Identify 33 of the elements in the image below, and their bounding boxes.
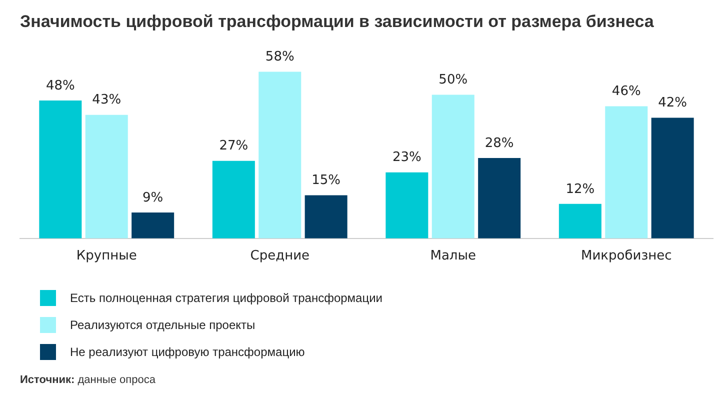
data-label: 23% xyxy=(392,150,422,166)
bar xyxy=(386,172,428,238)
bar xyxy=(651,118,694,238)
x-tick-label: Крупные xyxy=(76,248,137,264)
bar xyxy=(212,160,255,238)
data-label: 43% xyxy=(92,92,122,108)
bar xyxy=(558,204,602,238)
bar xyxy=(39,100,82,238)
legend-label: Есть полноценная стратегия цифровой трансформации xyxy=(70,290,383,304)
data-label: 46% xyxy=(612,84,641,100)
bar xyxy=(258,72,302,238)
bar xyxy=(432,94,474,238)
data-label: 12% xyxy=(566,182,595,197)
data-label: 27% xyxy=(219,138,248,154)
data-label: 15% xyxy=(312,173,341,188)
data-label: 50% xyxy=(438,72,468,88)
data-label: 42% xyxy=(658,96,688,111)
chart-title: Значимость цифровой трансформации в зависимости от размера бизнеса xyxy=(20,12,654,32)
bar xyxy=(478,158,521,238)
x-tick-label: Малые xyxy=(430,248,476,264)
bar xyxy=(605,106,648,238)
x-tick-label: Средние xyxy=(250,248,310,264)
bar xyxy=(85,114,128,238)
data-label: 9% xyxy=(142,190,164,206)
legend-label: Реализуются отдельные проекты xyxy=(70,318,256,332)
text: Источник: данные опроса xyxy=(20,374,156,386)
x-tick-label: Микробизнес xyxy=(581,248,672,264)
legend-label: Не реализуют цифровую трансформацию xyxy=(70,344,305,358)
data-label: 28% xyxy=(484,136,514,151)
bar xyxy=(304,195,348,238)
data-label: 58% xyxy=(265,50,294,65)
bar xyxy=(132,212,174,238)
data-label: 48% xyxy=(46,78,75,94)
